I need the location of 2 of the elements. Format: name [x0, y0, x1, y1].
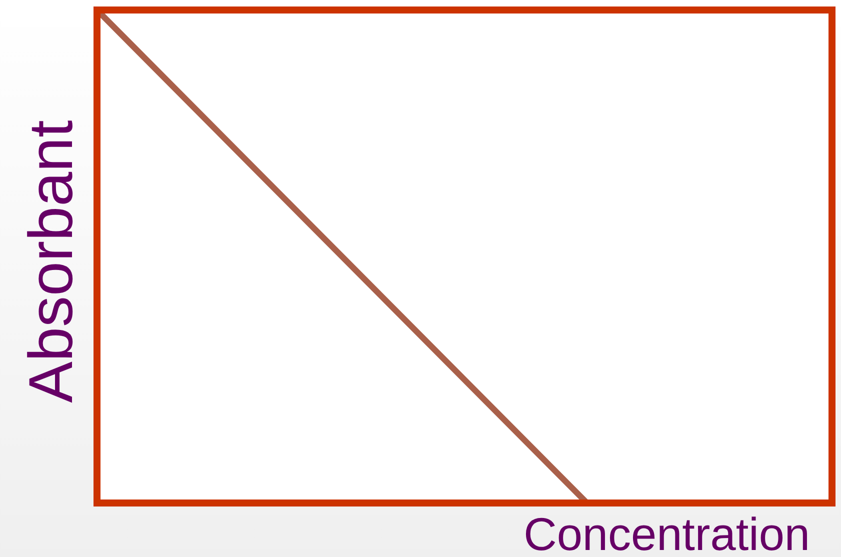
x-axis-title: Concentration	[524, 508, 810, 557]
y-axis-title: Absorbant	[17, 120, 86, 403]
